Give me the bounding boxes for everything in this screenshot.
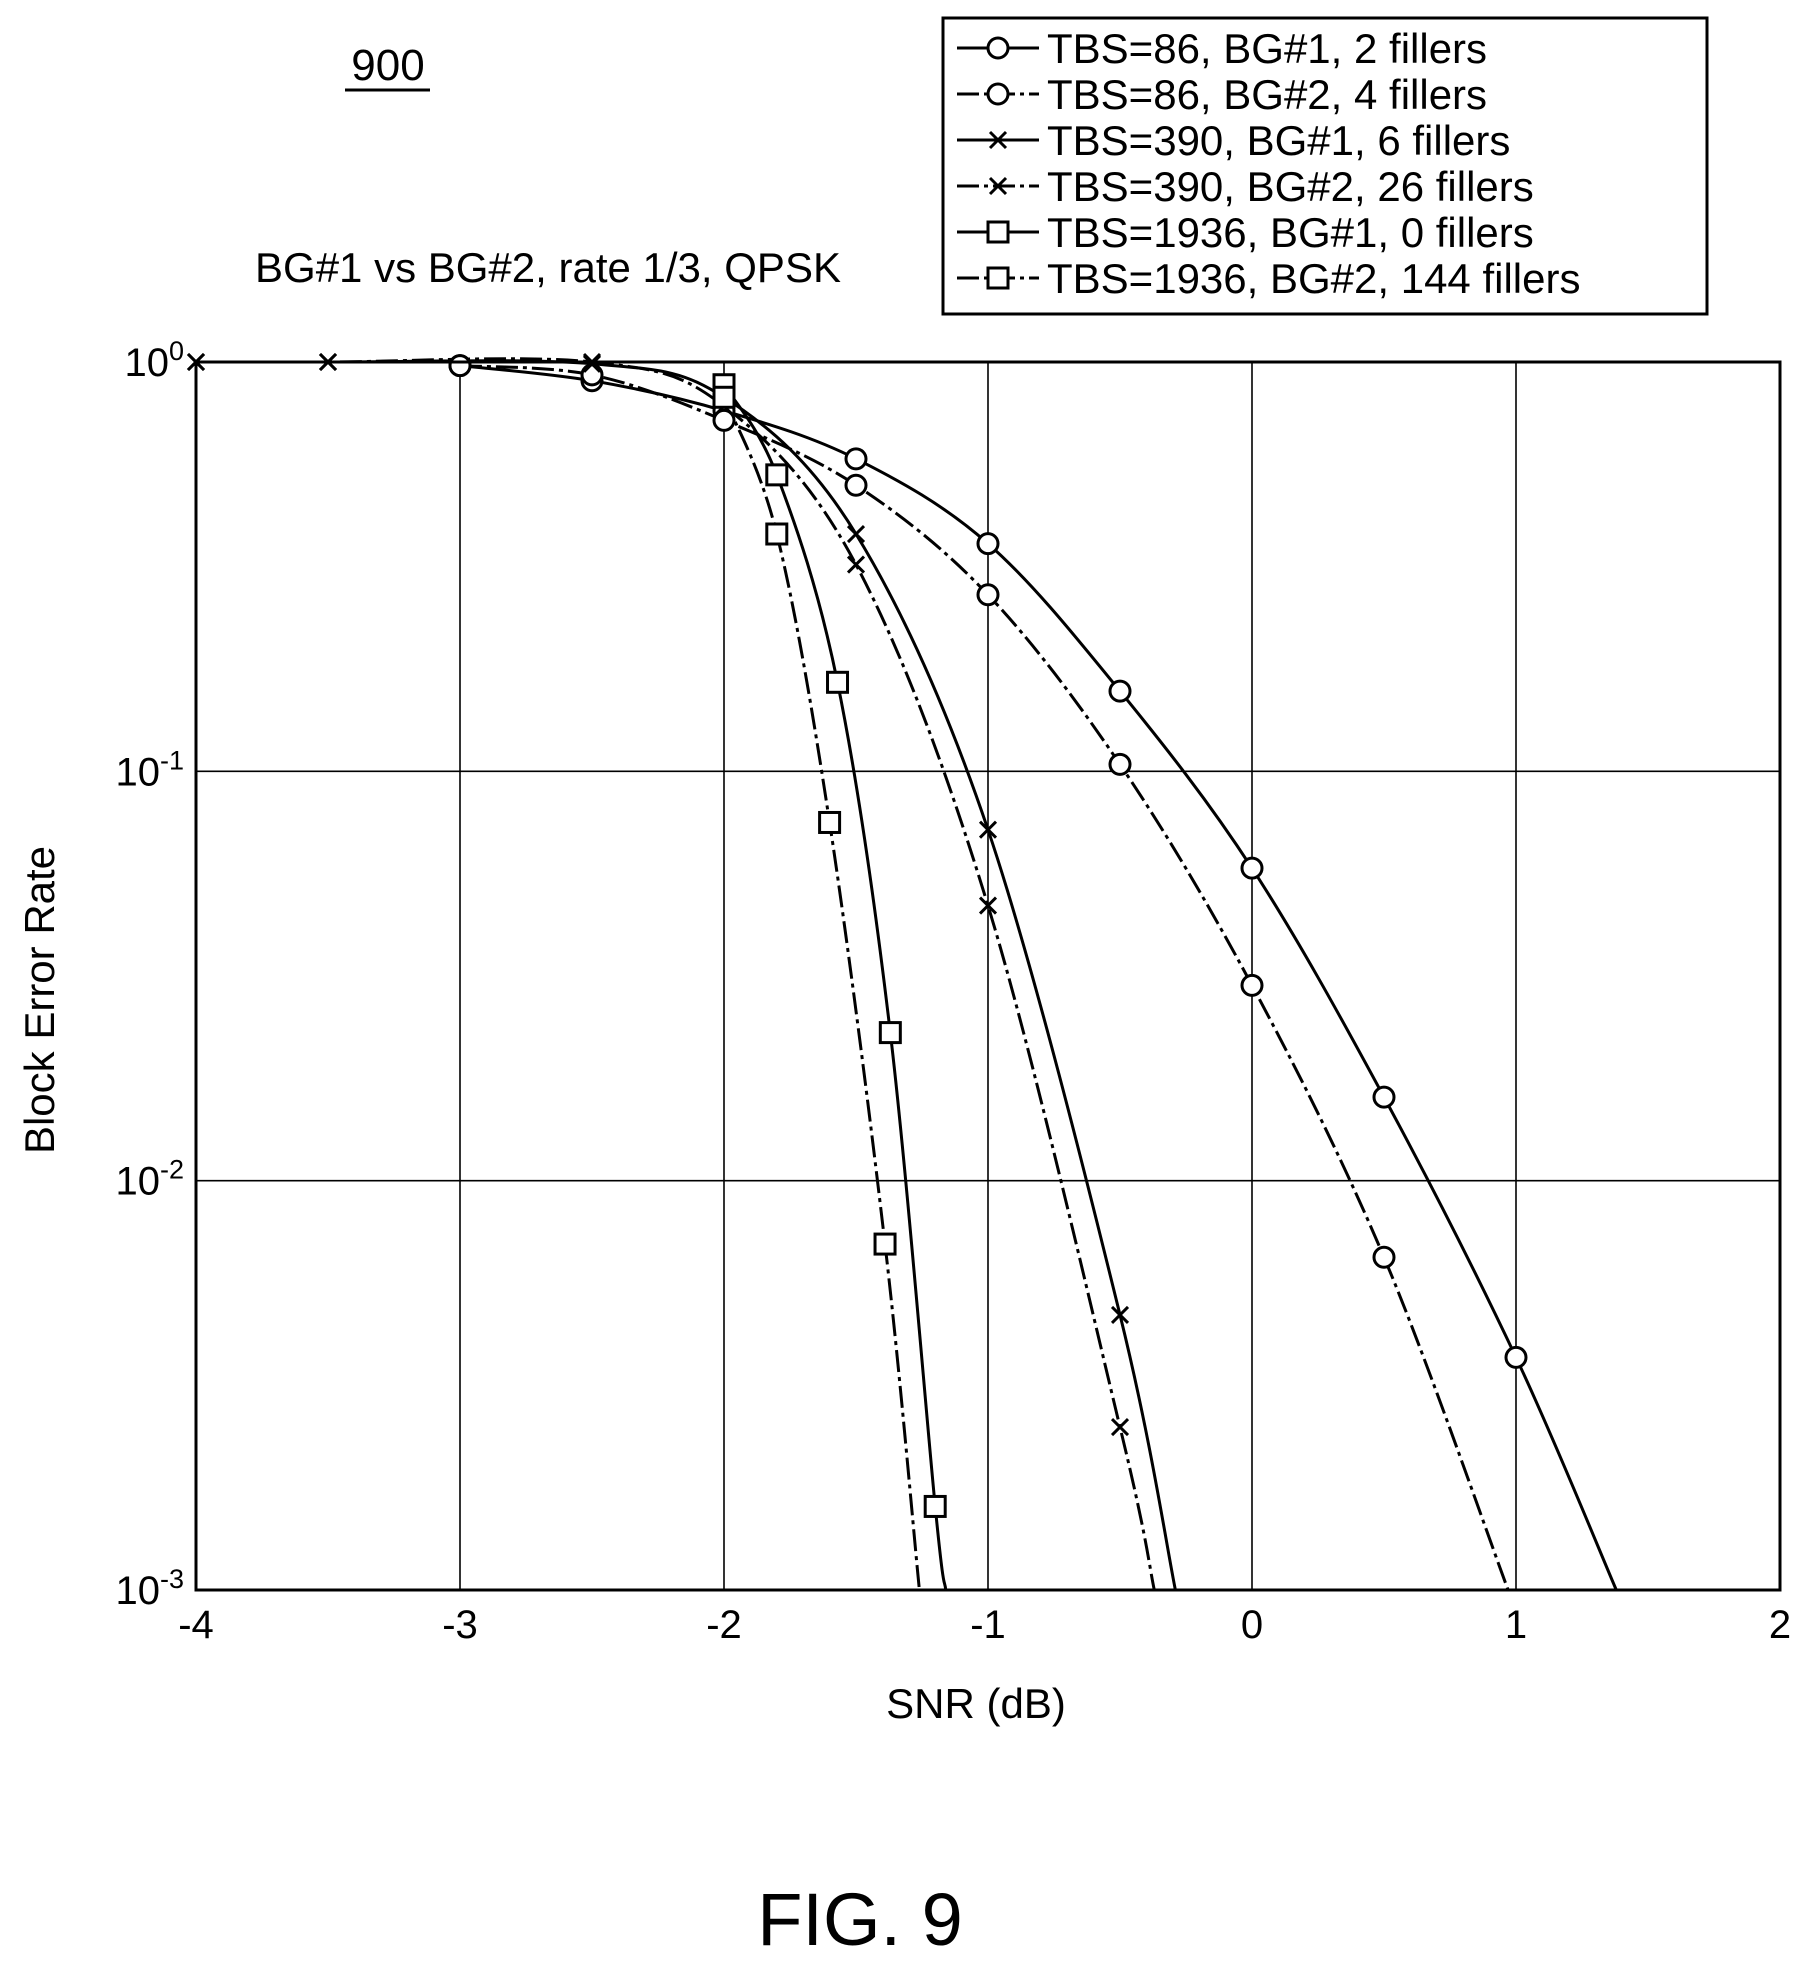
data-point-x [1110,1418,1130,1437]
legend-marker [988,176,1008,196]
legend-marker [986,82,1010,106]
data-point-circle [1372,1245,1396,1269]
series-line-6 [722,396,921,1591]
data-point-square [765,463,789,487]
data-point-square [712,385,736,409]
y-tick-labels: 100 10-1 10-2 10-3 [115,336,184,1613]
figure-caption: FIG. 9 [757,1878,963,1961]
x-marker-stroke [978,820,998,839]
legend-marker [988,130,1008,150]
data-point-circle [976,583,1000,607]
x-marker-stroke [846,524,866,544]
data-point-circle [1372,1085,1396,1109]
data-point-x [846,555,866,574]
series-markers [186,352,1528,1518]
x-tick-label: -2 [706,1603,742,1647]
y-axis-label: Block Error Rate [16,846,63,1154]
legend-entry-label: TBS=1936, BG#2, 144 fillers [1047,255,1580,302]
x-marker-stroke [988,176,1008,196]
data-point-circle [844,473,868,497]
legend-entry-label: TBS=86, BG#1, 2 fillers [1047,25,1487,72]
data-point-square [878,1021,902,1045]
x-tick-label: -3 [442,1603,478,1647]
y-tick-label: 100 [124,336,184,385]
series-curves [195,357,1618,1591]
data-point-circle [844,447,868,471]
x-marker-stroke [1110,1305,1130,1324]
legend-box [941,16,1709,316]
series-line-4 [195,357,1156,1591]
legend-entry-label: TBS=390, BG#2, 26 fillers [1047,163,1534,210]
x-tick-label: -1 [970,1603,1006,1647]
data-point-circle [1108,752,1132,776]
legend-marker [986,36,1010,60]
data-point-x [978,820,998,839]
x-tick-label: 0 [1241,1603,1263,1647]
data-point-x [1110,1305,1130,1324]
data-point-x [978,896,998,915]
x-marker-stroke [978,896,998,915]
chart-title: BG#1 vs BG#2, rate 1/3, QPSK [255,244,841,291]
legend-entry-label: TBS=390, BG#1, 6 fillers [1047,117,1510,164]
x-marker-stroke [988,130,1008,150]
data-point-circle [712,408,736,432]
x-tick-label: 2 [1769,1603,1791,1647]
data-point-circle [1504,1345,1528,1369]
data-point-circle [1240,856,1264,880]
x-marker-stroke [846,555,866,574]
data-point-square [923,1494,947,1518]
data-point-square [818,810,842,834]
data-point-x [846,524,866,544]
series-line-3 [195,359,1177,1591]
legend-marker [986,220,1010,244]
data-point-square [826,670,850,694]
x-marker-stroke [1110,1418,1130,1437]
legend-entry-label: TBS=1936, BG#1, 0 fillers [1047,209,1534,256]
legend-marker [986,266,1010,290]
x-axis-label: SNR (dB) [886,1680,1066,1727]
data-point-circle [1108,679,1132,703]
data-point-circle [1240,973,1264,997]
data-point-square [873,1232,897,1256]
x-tick-label: -4 [178,1603,214,1647]
x-tick-labels: -4 -3 -2 -1 0 1 2 [178,1603,1791,1647]
data-point-circle [976,532,1000,556]
x-tick-label: 1 [1505,1603,1527,1647]
series-line-5 [722,383,948,1591]
data-point-circle [448,354,472,378]
y-tick-label: 10-2 [115,1155,184,1204]
y-tick-label: 10-3 [115,1564,184,1613]
legend-entry-label: TBS=86, BG#2, 4 fillers [1047,71,1487,118]
series-line-2 [459,364,1510,1591]
figure-number: 900 [351,41,424,90]
data-point-square [765,522,789,546]
y-tick-label: 10-1 [115,745,184,794]
plot-frame [194,360,1782,1592]
